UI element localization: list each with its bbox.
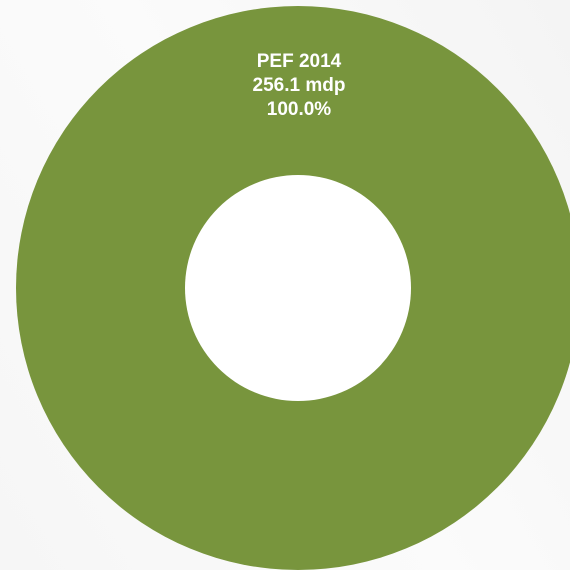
- slice-value-label: 256.1 mdp: [253, 75, 346, 96]
- donut-hole: [185, 175, 411, 401]
- slice-data-label: PEF 2014 256.1 mdp 100.0%: [253, 51, 346, 120]
- slice-name-label: PEF 2014: [257, 51, 342, 72]
- slice-labels: PEF 2014 256.1 mdp 100.0%: [253, 51, 346, 120]
- slice-percent-label: 100.0%: [267, 99, 332, 120]
